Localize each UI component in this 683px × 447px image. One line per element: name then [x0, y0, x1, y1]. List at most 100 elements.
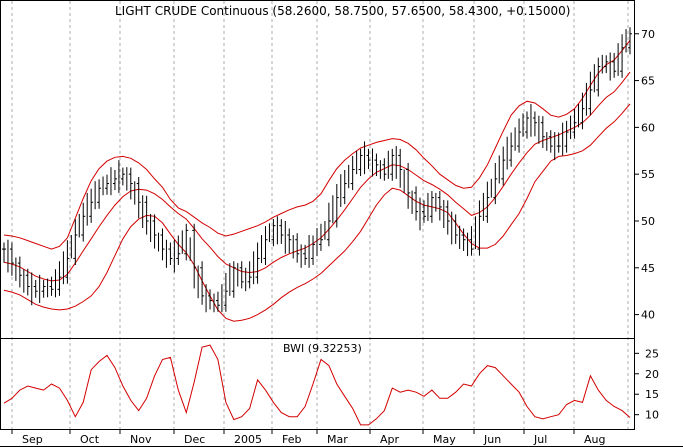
price-bar: [342, 164, 350, 205]
price-bar: [604, 52, 611, 81]
price-bar: [41, 278, 49, 298]
price-bar: [176, 230, 183, 265]
price-bar: [136, 176, 144, 229]
price-bar: [350, 150, 358, 191]
price-bar: [374, 153, 381, 179]
price-bar: [144, 195, 152, 243]
price-bar: [73, 213, 80, 265]
price-bar: [311, 228, 318, 265]
bwi-tick-label: 10: [645, 409, 659, 422]
price-bar: [580, 82, 587, 130]
x-tick-label: May: [433, 433, 456, 446]
price-bar: [358, 141, 366, 177]
price-bar: [477, 192, 484, 256]
bwi-axis-ticks: 10 15 20 25: [634, 347, 659, 422]
y-tick-label: 55: [641, 168, 655, 181]
y-tick-label: 60: [641, 121, 655, 134]
price-bar: [152, 214, 160, 252]
y-tick-label: 70: [641, 28, 655, 41]
y-tick-label: 65: [641, 75, 655, 88]
y-tick-label: 45: [641, 262, 655, 275]
price-bar: [128, 167, 136, 205]
price-bar: [231, 261, 239, 298]
price-bar: [192, 223, 199, 299]
price-bar: [215, 284, 223, 313]
price-bar: [279, 219, 286, 254]
price-bar: [461, 228, 469, 257]
price-bar: [620, 29, 627, 78]
price-bar: [65, 235, 72, 284]
price-bar: [334, 174, 342, 228]
vertical-grid: [11, 1, 629, 429]
price-bar: [517, 113, 524, 153]
price-bar: [556, 122, 564, 156]
price-bar: [445, 200, 453, 245]
price-bar: [628, 27, 632, 55]
price-bar: [414, 186, 421, 231]
price-bar: [9, 242, 17, 281]
price-bar: [540, 116, 548, 151]
price-bar: [247, 251, 255, 289]
price-bar: [33, 274, 41, 303]
price-bar: [318, 220, 326, 251]
price-bar: [326, 195, 334, 247]
bwi-tick-label: 25: [645, 347, 659, 360]
price-bar: [366, 148, 373, 177]
price-bar: [398, 148, 405, 193]
x-tick-label: Sep: [22, 433, 43, 446]
chart-title: LIGHT CRUDE Continuous (58.2600, 58.7500…: [115, 4, 570, 18]
price-bar: [493, 155, 500, 205]
x-tick-label: Apr: [380, 433, 400, 446]
price-bar: [421, 192, 429, 223]
price-bar: [612, 43, 619, 78]
price-bar: [160, 228, 167, 268]
upper-bollinger-band: [3, 39, 631, 250]
price-bar: [112, 160, 120, 193]
price-bar: [89, 181, 96, 223]
price-bar: [469, 216, 476, 256]
price-bar: [255, 235, 263, 284]
price-bar: [223, 263, 231, 312]
price-bar: [564, 115, 572, 153]
price-bar: [303, 235, 310, 268]
y-tick-label: 50: [641, 215, 655, 228]
x-tick-label: Nov: [130, 433, 152, 446]
price-bar: [406, 162, 413, 214]
price-bar: [501, 136, 508, 186]
price-bar: [572, 103, 579, 139]
price-bar: [295, 233, 302, 268]
price-bar: [437, 191, 445, 229]
bwi-label: BWI (9.32253): [283, 342, 362, 355]
price-bar: [382, 150, 389, 181]
price-bar: [2, 239, 9, 273]
x-tick-label: Mar: [327, 433, 348, 446]
price-bar: [596, 54, 603, 97]
price-bar: [239, 261, 247, 292]
price-axis-ticks: 40 45 50 55 60 65 70: [634, 28, 655, 322]
price-bar: [548, 130, 556, 161]
price-bar: [287, 228, 294, 259]
price-bar: [105, 167, 112, 196]
price-bar: [271, 216, 278, 247]
price-bar: [485, 178, 492, 223]
price-bar: [168, 239, 175, 273]
price-bar: [17, 256, 25, 293]
price-bar: [49, 269, 57, 298]
price-bar: [25, 268, 33, 306]
price-bar: [57, 251, 64, 296]
x-tick-label: Feb: [282, 433, 301, 446]
x-tick-label: 2005: [234, 433, 262, 446]
x-tick-label: Jun: [483, 433, 501, 446]
y-tick-label: 40: [641, 309, 655, 322]
price-bar: [390, 146, 397, 181]
bwi-indicator-line: [3, 344, 631, 426]
price-bar: [453, 214, 461, 250]
price-bar: [588, 64, 595, 116]
price-bar: [208, 289, 215, 313]
x-tick-label: Jul: [533, 433, 547, 446]
price-bar: [120, 167, 128, 191]
price-bar: [532, 111, 540, 144]
price-bar: [97, 176, 104, 209]
price-bar: [509, 127, 516, 167]
